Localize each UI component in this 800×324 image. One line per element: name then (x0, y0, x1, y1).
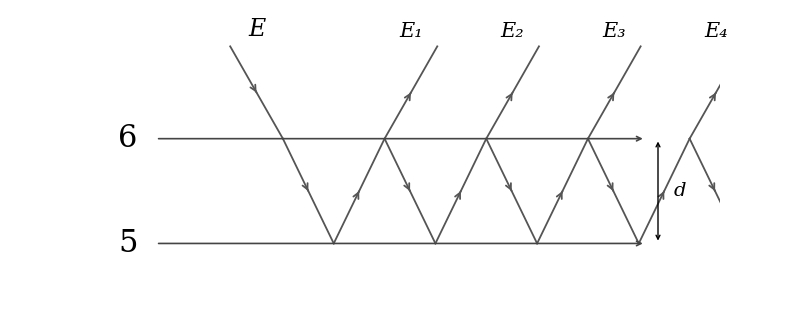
Text: E₁: E₁ (399, 22, 422, 41)
Text: E₄: E₄ (704, 22, 728, 41)
Text: d: d (674, 182, 686, 200)
Text: E: E (248, 18, 265, 41)
Text: 5: 5 (118, 228, 138, 259)
Text: E₃: E₃ (602, 22, 626, 41)
Text: 6: 6 (118, 123, 138, 154)
Text: E₂: E₂ (501, 22, 525, 41)
